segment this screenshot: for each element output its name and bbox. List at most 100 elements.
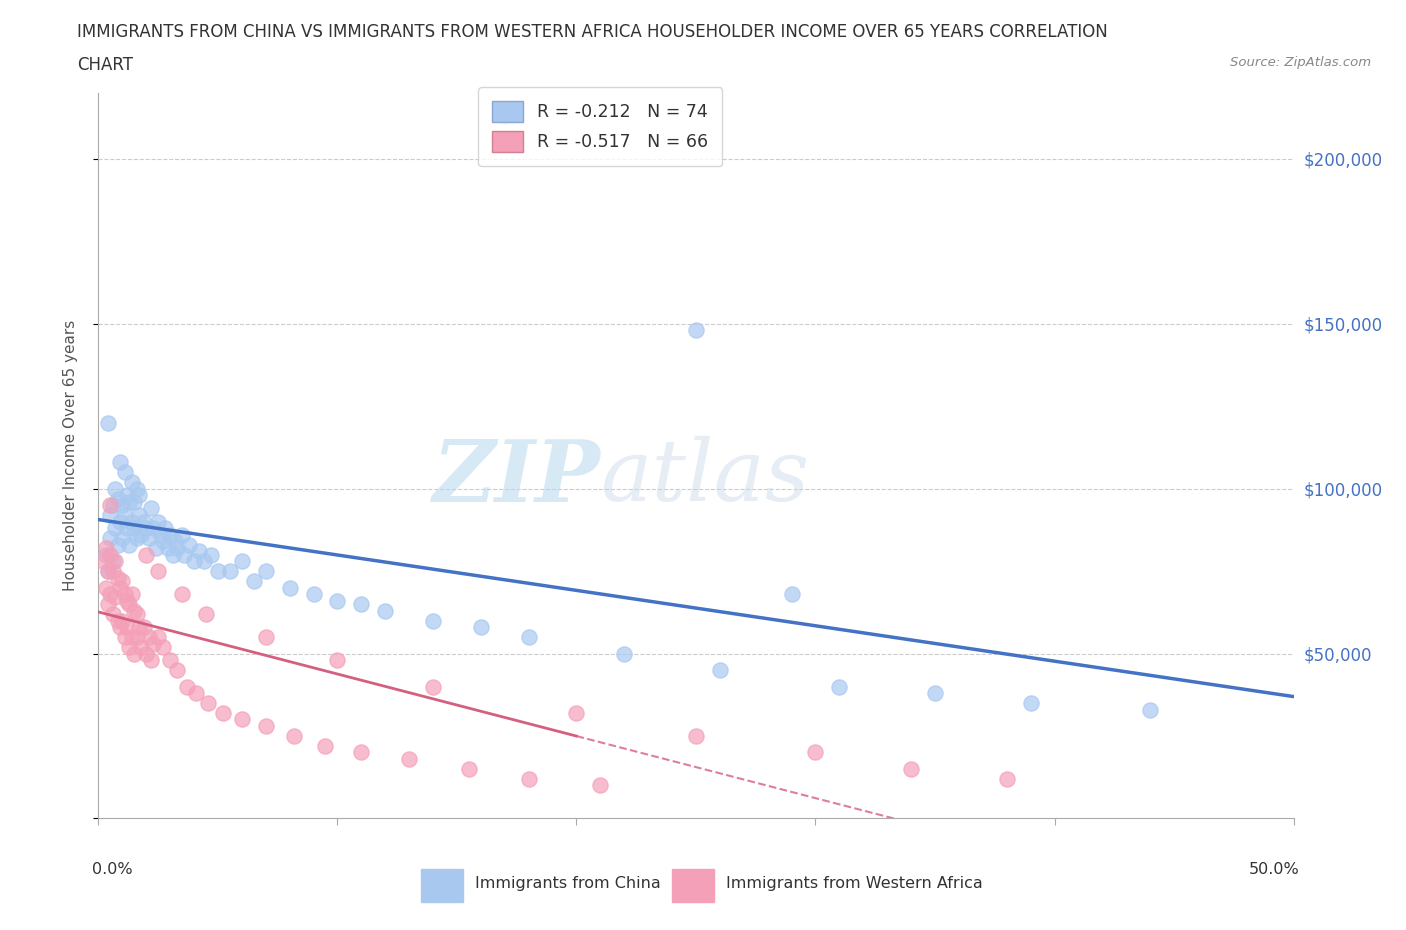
Point bbox=[121, 474, 143, 489]
Point bbox=[125, 481, 148, 496]
Point bbox=[207, 564, 229, 578]
Point bbox=[124, 604, 146, 618]
Point bbox=[458, 762, 481, 777]
Text: CHART: CHART bbox=[77, 56, 134, 73]
Point bbox=[98, 587, 122, 602]
Point bbox=[148, 514, 170, 529]
Point bbox=[124, 646, 146, 661]
Point bbox=[114, 508, 136, 523]
Point bbox=[517, 630, 540, 644]
Point bbox=[186, 685, 208, 700]
Point bbox=[128, 508, 150, 523]
Point bbox=[155, 521, 177, 536]
Point bbox=[98, 508, 122, 523]
Point bbox=[156, 540, 179, 555]
Point bbox=[91, 553, 114, 568]
Point bbox=[470, 619, 492, 634]
Point bbox=[142, 521, 165, 536]
Point bbox=[131, 527, 153, 542]
Bar bbox=[672, 870, 714, 902]
Point bbox=[804, 745, 827, 760]
Point bbox=[149, 527, 172, 542]
Text: atlas: atlas bbox=[600, 436, 810, 519]
Point bbox=[128, 619, 150, 634]
Point bbox=[145, 540, 167, 555]
Point bbox=[995, 771, 1018, 786]
Point bbox=[159, 527, 181, 542]
Point bbox=[111, 613, 134, 628]
Point bbox=[125, 606, 148, 621]
Point bbox=[197, 696, 219, 711]
Point bbox=[187, 544, 209, 559]
Point bbox=[517, 771, 540, 786]
Point bbox=[121, 630, 143, 644]
Point bbox=[193, 553, 215, 568]
Point bbox=[121, 587, 143, 602]
Point bbox=[148, 630, 170, 644]
Point bbox=[108, 580, 131, 595]
Point bbox=[114, 587, 136, 602]
Point bbox=[254, 719, 277, 734]
Point bbox=[132, 514, 155, 529]
Point bbox=[326, 593, 349, 608]
Point bbox=[900, 762, 922, 777]
Point bbox=[97, 597, 120, 612]
Point bbox=[163, 534, 186, 549]
Y-axis label: Householder Income Over 65 years: Householder Income Over 65 years bbox=[63, 320, 77, 591]
Point bbox=[132, 619, 155, 634]
Point bbox=[128, 488, 150, 503]
Point bbox=[111, 574, 134, 589]
Point bbox=[1139, 702, 1161, 717]
Point bbox=[94, 547, 117, 562]
Point bbox=[97, 564, 120, 578]
Point bbox=[302, 587, 325, 602]
Point bbox=[115, 488, 138, 503]
Point bbox=[139, 501, 162, 516]
Point bbox=[195, 606, 218, 621]
Point bbox=[211, 706, 233, 721]
Point bbox=[115, 521, 138, 536]
Point bbox=[589, 778, 612, 793]
Point bbox=[231, 553, 253, 568]
Text: 0.0%: 0.0% bbox=[93, 862, 134, 877]
Point bbox=[173, 547, 195, 562]
Point bbox=[98, 498, 122, 512]
Legend: R = -0.212   N = 74, R = -0.517   N = 66: R = -0.212 N = 74, R = -0.517 N = 66 bbox=[478, 87, 723, 166]
Point bbox=[350, 745, 373, 760]
Point bbox=[124, 495, 146, 510]
Point bbox=[231, 712, 253, 727]
Point bbox=[98, 531, 122, 546]
Text: Immigrants from China: Immigrants from China bbox=[475, 876, 661, 891]
Point bbox=[254, 564, 277, 578]
Point bbox=[494, 109, 516, 124]
Bar bbox=[422, 870, 463, 902]
Point bbox=[131, 640, 153, 655]
Point bbox=[828, 679, 851, 694]
Point bbox=[148, 564, 170, 578]
Text: ZIP: ZIP bbox=[433, 436, 600, 519]
Point bbox=[613, 646, 636, 661]
Point bbox=[172, 587, 194, 602]
Point bbox=[118, 495, 141, 510]
Point bbox=[118, 538, 141, 552]
Point bbox=[283, 728, 305, 743]
Point bbox=[1019, 696, 1042, 711]
Point bbox=[172, 527, 194, 542]
Point bbox=[685, 323, 707, 338]
Point bbox=[114, 630, 136, 644]
Point bbox=[121, 514, 143, 529]
Point bbox=[101, 498, 124, 512]
Point bbox=[398, 751, 420, 766]
Point bbox=[326, 653, 349, 668]
Point bbox=[219, 564, 242, 578]
Point bbox=[278, 580, 301, 595]
Point bbox=[254, 630, 277, 644]
Point bbox=[108, 514, 131, 529]
Point bbox=[135, 521, 157, 536]
Point bbox=[111, 498, 134, 512]
Point bbox=[108, 455, 131, 470]
Point bbox=[94, 540, 117, 555]
Point bbox=[166, 540, 188, 555]
Point bbox=[115, 619, 138, 634]
Point bbox=[565, 706, 588, 721]
